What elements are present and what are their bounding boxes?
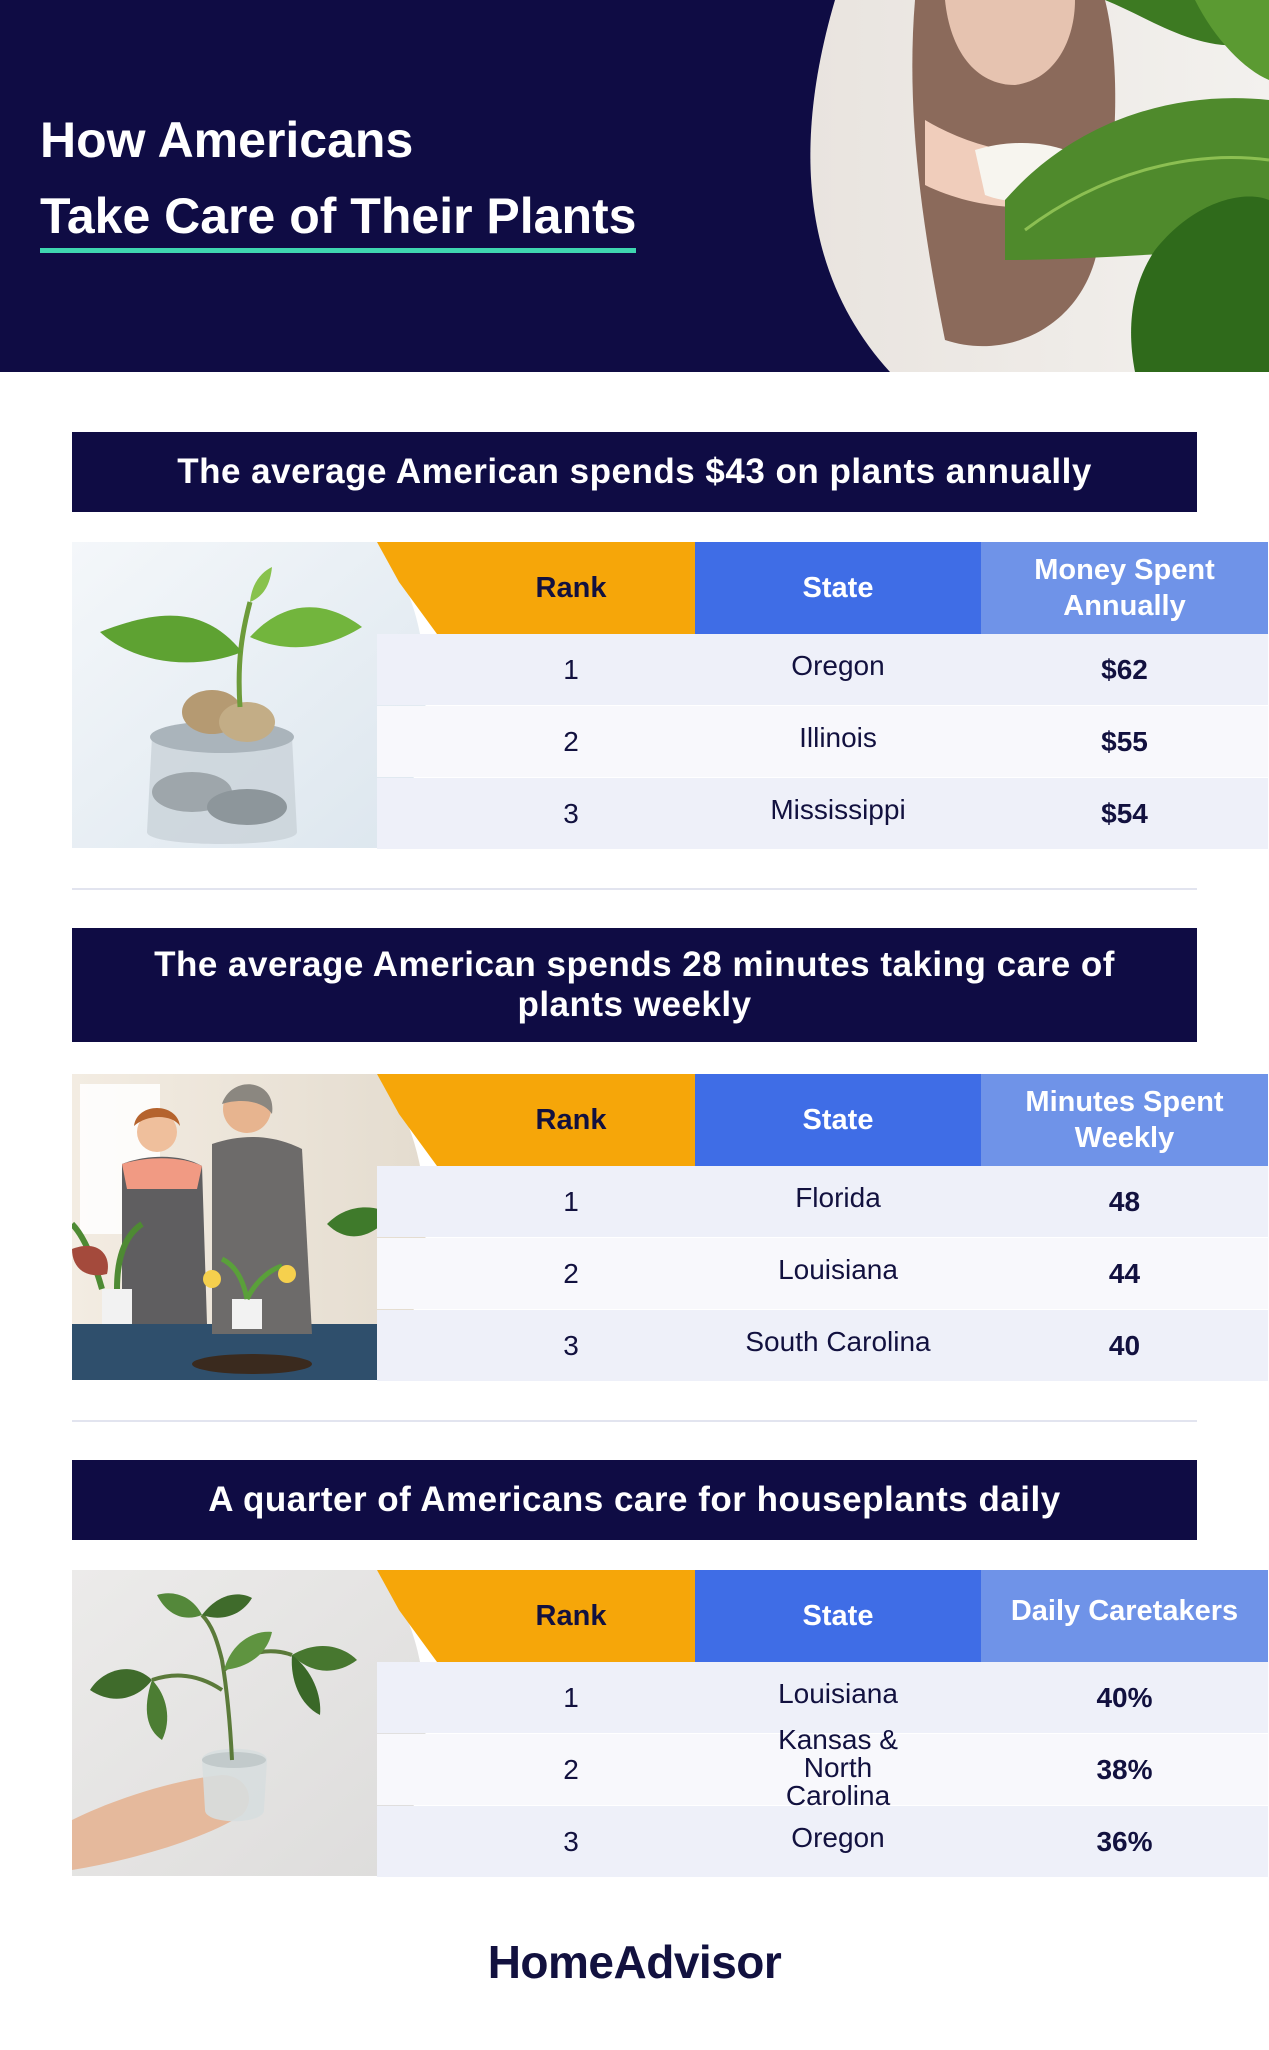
section-2-photo — [72, 1074, 432, 1380]
rank-header: Rank — [377, 1074, 695, 1166]
rank-cell: 2 — [563, 1257, 579, 1289]
state-header: State — [695, 542, 981, 634]
state-cell: Oregon — [791, 649, 885, 681]
woman-wiping-plant-leaf-icon — [810, 0, 1269, 372]
title-line-2: Take Care of Their Plants — [40, 184, 637, 253]
section-2-table-block: Rank State Minutes Spent Weekly 1 Florid… — [72, 1074, 1268, 1381]
section-3-banner: A quarter of Americans care for housepla… — [72, 1460, 1197, 1540]
section-2-table: Rank State Minutes Spent Weekly 1 Florid… — [377, 1074, 1268, 1381]
state-cell: Louisiana — [778, 1677, 898, 1709]
table-row: 1 Oregon $62 — [377, 634, 1268, 705]
rank-header: Rank — [377, 542, 695, 634]
rank-cell: 1 — [563, 1681, 579, 1713]
value-cell: $55 — [1101, 725, 1148, 757]
state-header: State — [695, 1570, 981, 1662]
state-cell: Florida — [795, 1181, 881, 1213]
section-2-banner: The average American spends 28 minutes t… — [72, 928, 1197, 1042]
section-divider — [72, 888, 1197, 890]
table-row: 1 Louisiana 40% — [377, 1662, 1268, 1733]
header-photo-wiping-leaf — [775, 0, 1269, 372]
rank-cell: 2 — [563, 1753, 579, 1785]
table-row: 2 Kansas & North Carolina 38% — [377, 1723, 1268, 1811]
section-1-table-block: Rank State Money Spent Annually 1 Oregon… — [72, 542, 1268, 849]
people-potting-plants-icon — [72, 1074, 426, 1380]
state-cell: Louisiana — [778, 1253, 898, 1285]
section-1-table: Rank State Money Spent Annually 1 Oregon… — [377, 542, 1268, 849]
value-cell: 44 — [1108, 1257, 1141, 1289]
money-spent-header: Money Spent Annually — [981, 542, 1268, 634]
rank-cell: 2 — [563, 725, 579, 757]
value-cell: $54 — [1101, 797, 1148, 829]
value-cell: 48 — [1108, 1185, 1141, 1217]
page-title: How Americans Take Care of Their Plants — [40, 102, 637, 254]
minutes-spent-header: Minutes Spent Weekly — [981, 1074, 1268, 1166]
state-cell: Mississippi — [770, 793, 906, 825]
section-1-photo — [72, 542, 432, 848]
section-1-banner: The average American spends $43 on plant… — [72, 432, 1197, 512]
hand-holding-cutting-icon — [72, 1570, 426, 1876]
value-cell: 36% — [1096, 1825, 1153, 1857]
table-row: 3 Mississippi $54 — [377, 778, 1268, 849]
rank-cell: 1 — [563, 653, 579, 685]
table-row: 3 South Carolina 40 — [377, 1310, 1268, 1381]
rank-cell: 3 — [563, 1825, 579, 1857]
rank-cell: 1 — [563, 1185, 579, 1217]
rank-cell: 3 — [563, 797, 579, 829]
state-header: State — [695, 1074, 981, 1166]
state-cell: Illinois — [799, 721, 877, 753]
table-row: 3 Oregon 36% — [377, 1806, 1268, 1877]
rank-cell: 3 — [563, 1329, 579, 1361]
table-row: 2 Louisiana 44 — [377, 1238, 1268, 1309]
homeadvisor-logo: HomeAdvisor — [487, 1936, 782, 1988]
daily-caretakers-header: Daily Caretakers — [981, 1570, 1268, 1662]
value-cell: 38% — [1096, 1753, 1153, 1785]
state-cell: Kansas & North Carolina — [778, 1723, 898, 1811]
rank-header: Rank — [377, 1570, 695, 1662]
section-3-photo — [72, 1570, 432, 1876]
plant-in-coin-jar-icon — [72, 542, 426, 848]
state-cell: Oregon — [791, 1821, 885, 1853]
value-cell: 40 — [1108, 1329, 1141, 1361]
value-cell: 40% — [1096, 1681, 1153, 1713]
table-row: 2 Illinois $55 — [377, 706, 1268, 777]
section-divider — [72, 1420, 1197, 1422]
section-3-table: Rank State Daily Caretakers 1 Louisiana … — [377, 1570, 1268, 1877]
header-banner: How Americans Take Care of Their Plants — [0, 0, 1269, 372]
state-cell: South Carolina — [745, 1325, 931, 1357]
title-line-1: How Americans — [40, 112, 414, 168]
section-3-table-block: Rank State Daily Caretakers 1 Louisiana … — [72, 1570, 1268, 1877]
value-cell: $62 — [1101, 653, 1148, 685]
table-row: 1 Florida 48 — [377, 1166, 1268, 1237]
